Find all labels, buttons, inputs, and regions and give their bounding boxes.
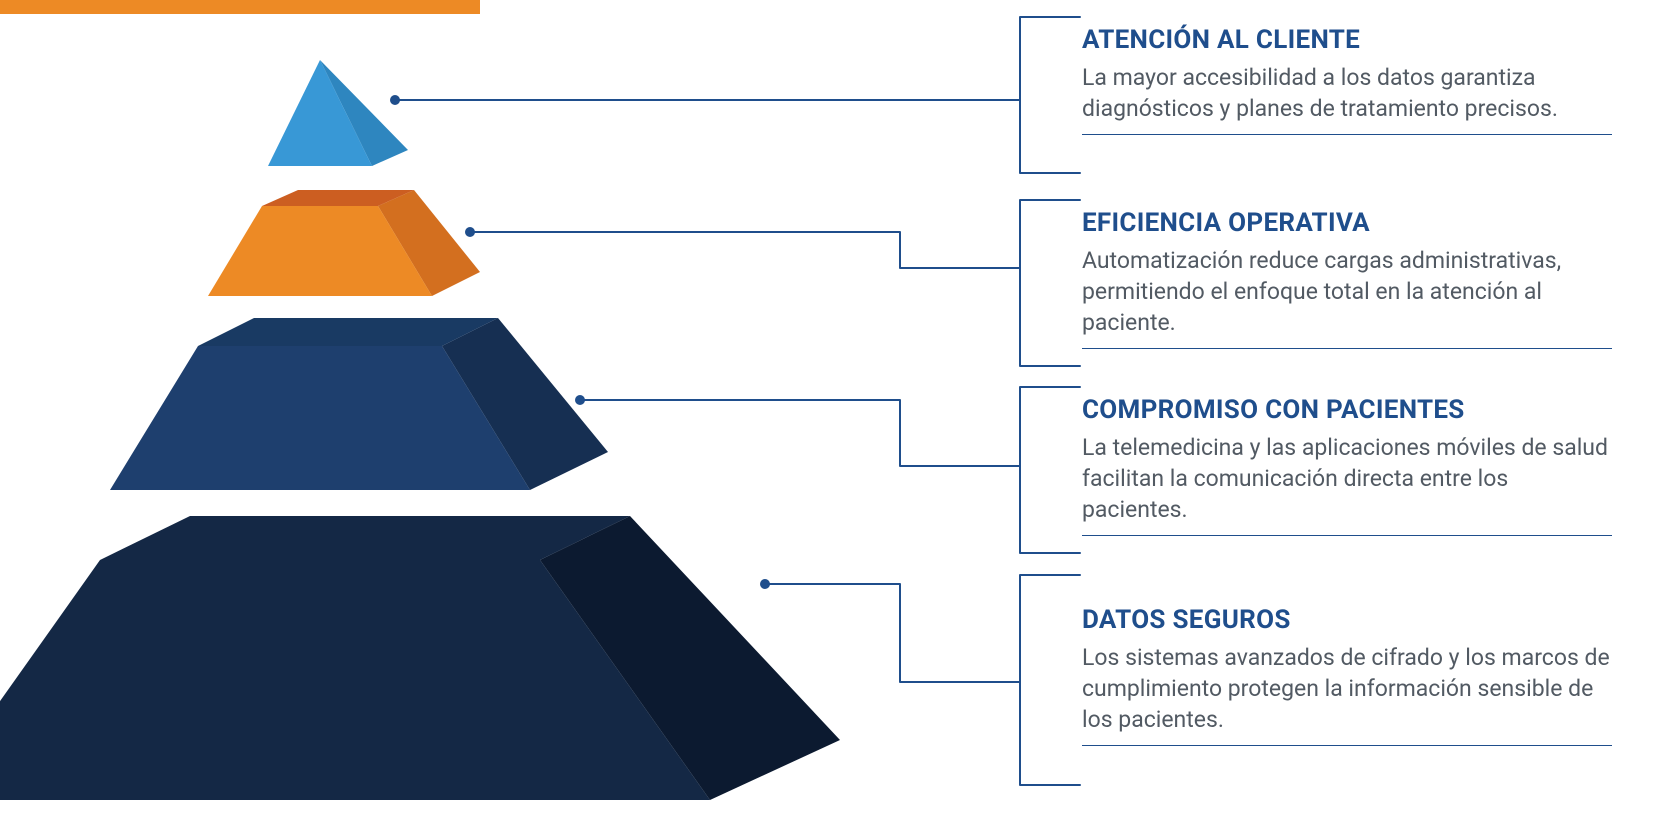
block4-rule (1082, 745, 1612, 746)
block4-title: DATOS SEGUROS (1082, 605, 1612, 636)
tier4-base-top (100, 516, 630, 560)
leader-dot (575, 395, 585, 405)
block3-desc: La telemedicina y las aplicaciones móvil… (1082, 432, 1612, 525)
block1-desc: La mayor accesibilidad a los datos garan… (1082, 62, 1612, 124)
leader-dot (465, 227, 475, 237)
block4-desc: Los sistemas avanzados de cifrado y los … (1082, 642, 1612, 735)
bracket (1020, 17, 1080, 173)
text-block-compromiso: COMPROMISO CON PACIENTES La telemedicina… (1082, 395, 1612, 536)
block3-rule (1082, 535, 1612, 536)
text-block-datos: DATOS SEGUROS Los sistemas avanzados de … (1082, 605, 1612, 746)
bracket (1020, 387, 1080, 553)
block3-title: COMPROMISO CON PACIENTES (1082, 395, 1612, 426)
block1-rule (1082, 134, 1612, 135)
leader-line (470, 232, 1020, 268)
leader-dot (390, 95, 400, 105)
leader-line (765, 584, 1020, 682)
block2-desc: Automatización reduce cargas administrat… (1082, 245, 1612, 338)
text-block-eficiencia: EFICIENCIA OPERATIVA Automatización redu… (1082, 208, 1612, 349)
infographic-stage: ATENCIÓN AL CLIENTE La mayor accesibilid… (0, 0, 1678, 836)
leader-line (580, 400, 1020, 466)
bracket (1020, 200, 1080, 366)
leader-dot (760, 579, 770, 589)
block2-title: EFICIENCIA OPERATIVA (1082, 208, 1612, 239)
block2-rule (1082, 348, 1612, 349)
text-block-atencion: ATENCIÓN AL CLIENTE La mayor accesibilid… (1082, 25, 1612, 135)
bracket (1020, 575, 1080, 785)
block1-title: ATENCIÓN AL CLIENTE (1082, 25, 1612, 56)
